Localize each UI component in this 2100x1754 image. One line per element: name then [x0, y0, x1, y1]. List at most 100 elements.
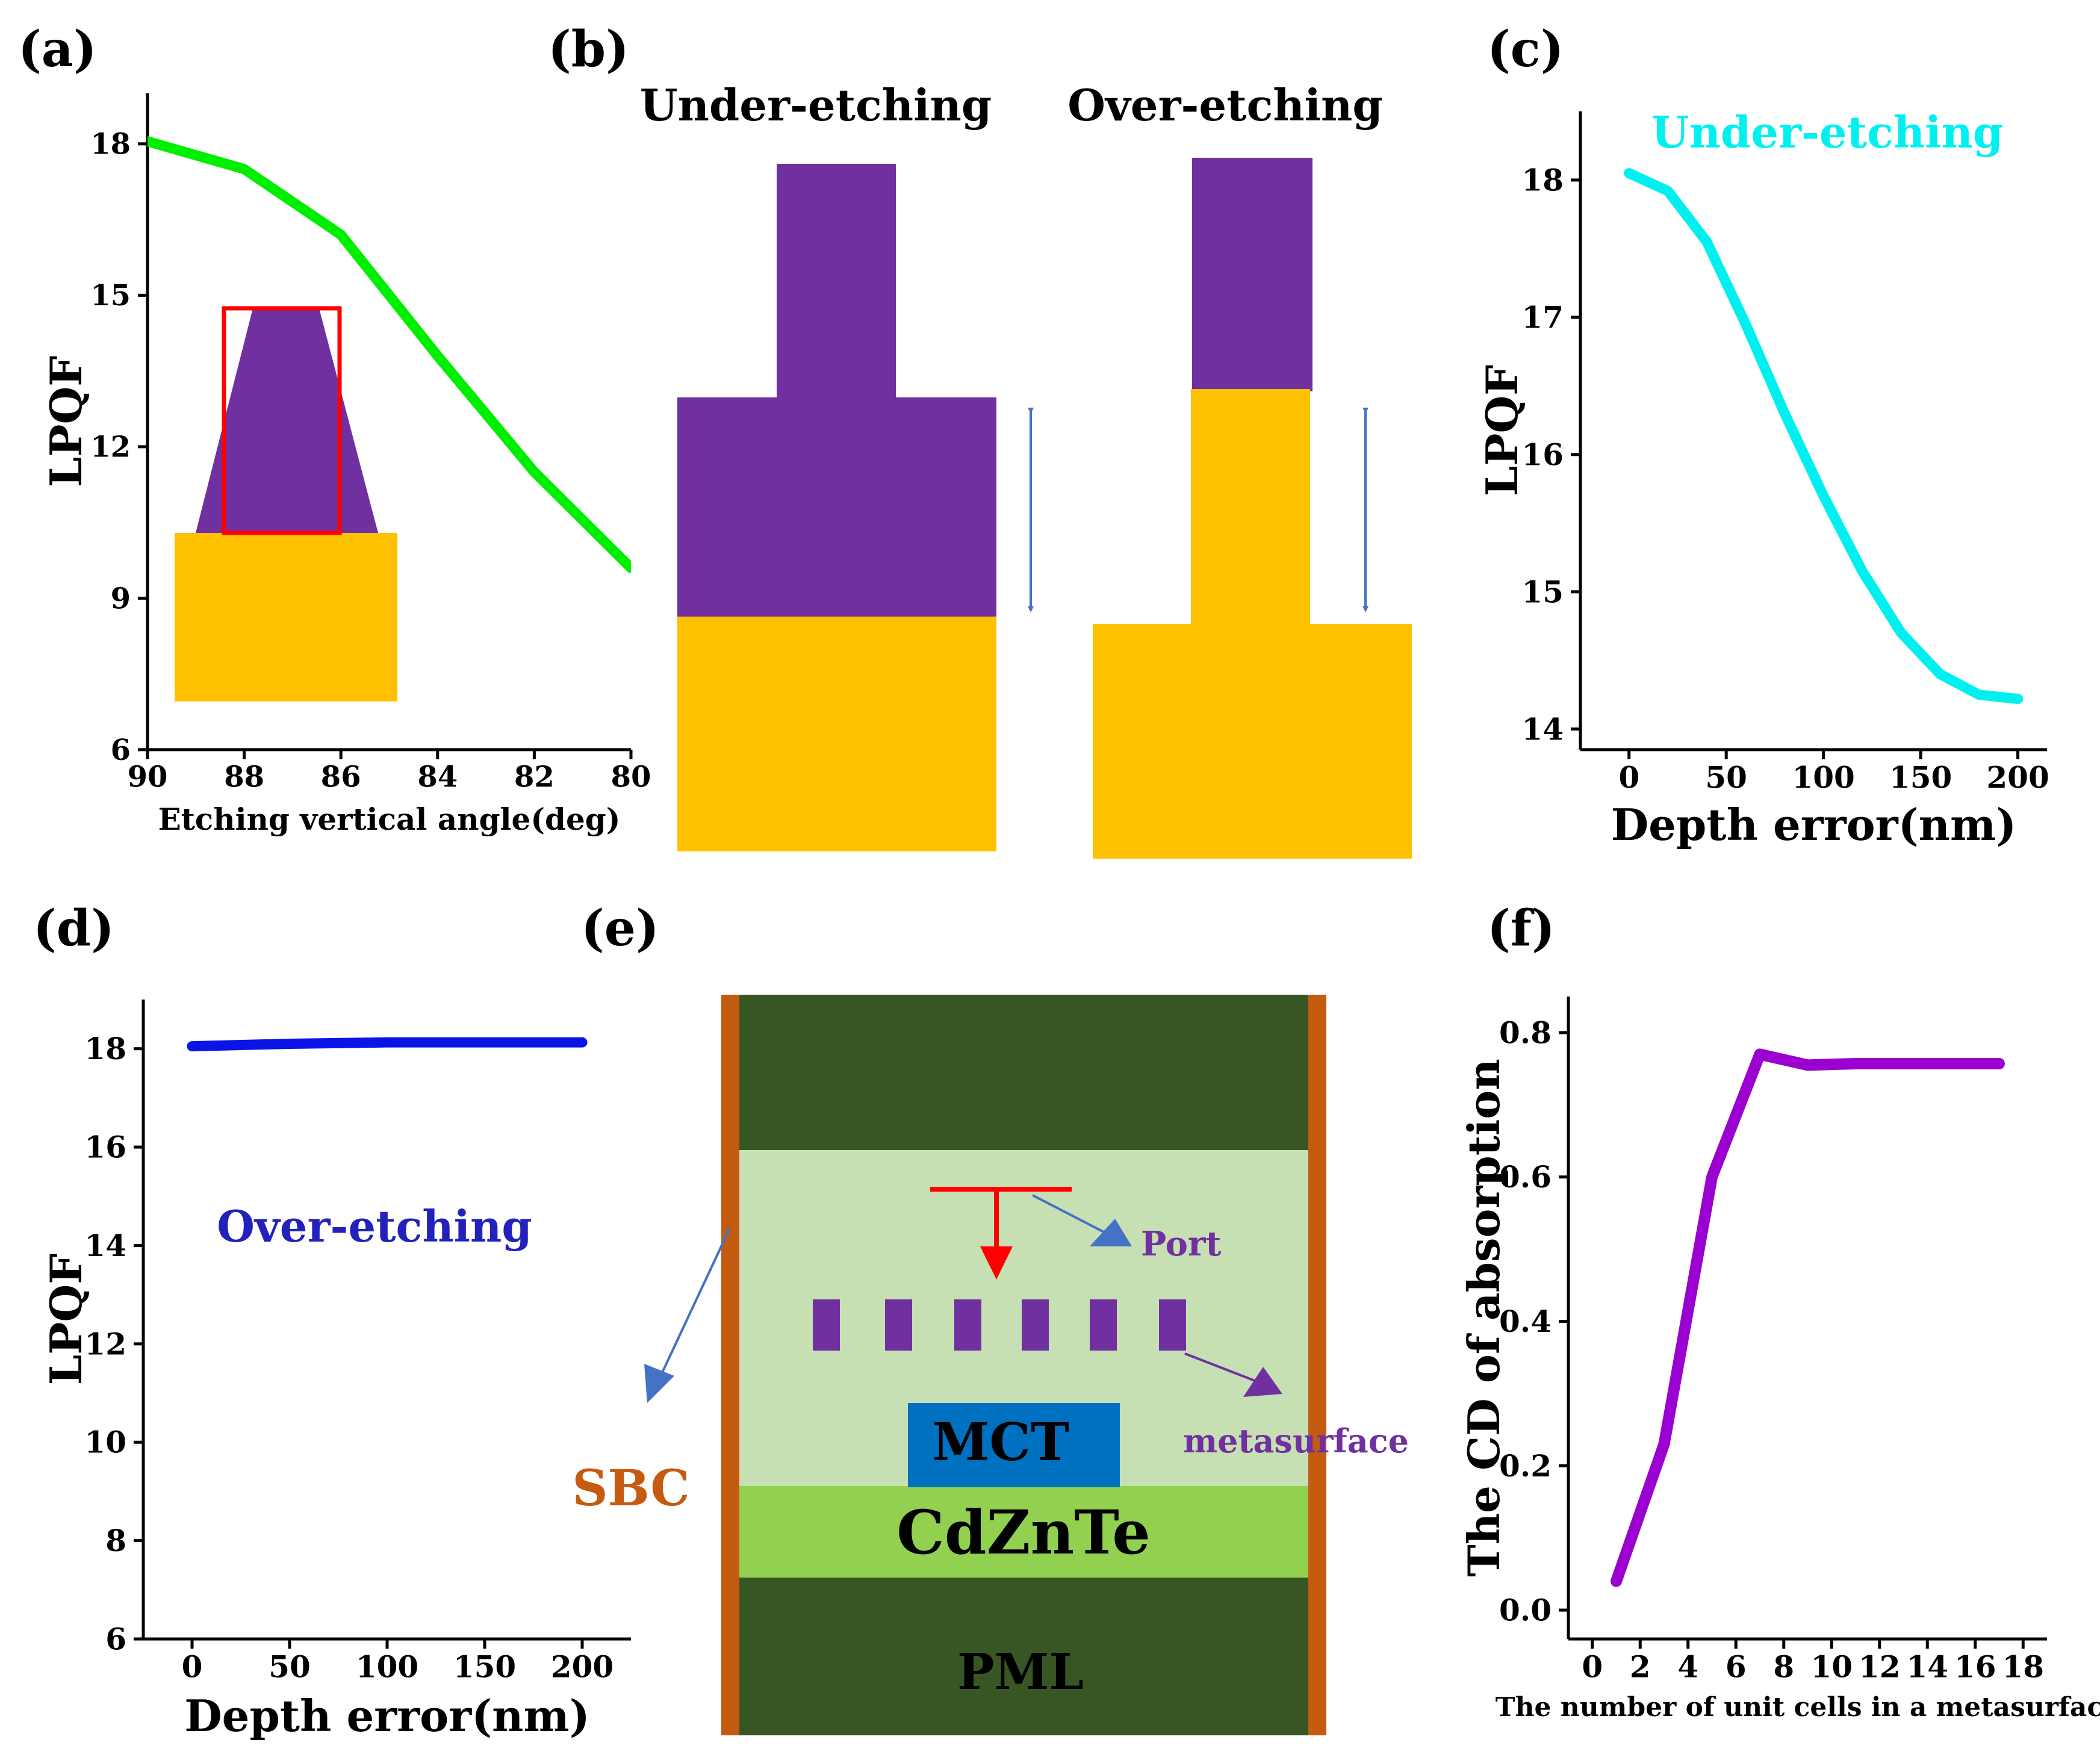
- x-tick-label: 18: [2002, 1649, 2044, 1685]
- meta-atom-5: [1090, 1299, 1117, 1351]
- meta-atom-6: [1159, 1299, 1186, 1351]
- over-gold-column: [1191, 389, 1310, 626]
- x-tick-label: 16: [1954, 1649, 1996, 1685]
- panel-label-c: (c): [1487, 20, 1564, 78]
- under-pillar: [777, 164, 896, 399]
- x-tick-label: 6: [1726, 1649, 1747, 1685]
- over-pillar: [1192, 158, 1312, 391]
- x-tick-label: 150: [1889, 760, 1952, 795]
- pml-label: PML: [957, 1643, 1084, 1701]
- y-tick-label: 0.6: [1499, 1159, 1552, 1195]
- under-etching-title: Under-etching: [640, 79, 992, 131]
- y-tick-label: 15: [1521, 574, 1564, 609]
- inset-red-frame: [222, 306, 342, 535]
- panel-label-e: (e): [581, 900, 659, 957]
- x-tick-label: 82: [514, 760, 555, 794]
- panel-label-d: (d): [33, 900, 114, 957]
- chart-panel-c: 14 15 16 17 18 0 50 100 150 200 Depth error(nm) LPQ…: [1476, 107, 2049, 850]
- y-tick-label: 8: [105, 1523, 126, 1558]
- port-arrowhead: [980, 1246, 1013, 1280]
- x-tick-label: 14: [1906, 1649, 1948, 1685]
- meta-atom-3: [954, 1299, 981, 1351]
- y-tick-label: 0.4: [1499, 1304, 1552, 1339]
- series-line: [1611, 1048, 2005, 1587]
- sbc-pointer-head: [644, 1364, 674, 1403]
- y-tick-label: 6: [105, 1622, 126, 1657]
- y-tick-label: 0.8: [1499, 1015, 1552, 1050]
- y-tick-label: 9: [111, 582, 131, 615]
- top-pml-layer: [739, 995, 1308, 1151]
- y-tick-label: 15: [90, 279, 131, 313]
- y-tick-label: 14: [1521, 711, 1564, 747]
- series-line: [187, 1037, 588, 1052]
- panel-label-b: (b): [548, 20, 629, 78]
- y-tick-label: 10: [84, 1425, 126, 1460]
- panel-label-a: (a): [18, 20, 97, 78]
- panel-b: Under-etching Over-etching: [640, 79, 1412, 859]
- cdznte-layer: [739, 1486, 1308, 1579]
- series-annotation: Over-etching: [217, 1201, 532, 1252]
- series-line: [148, 136, 631, 573]
- series-annotation: Under-etching: [1651, 107, 2003, 158]
- sbc-left: [721, 995, 739, 1735]
- chart-panel-f: 0.0 0.2 0.4 0.6 0.8 0 2 4 6 8 10 12 14 16 18 The number…: [1458, 997, 2100, 1723]
- y-tick-label: 12: [90, 431, 131, 464]
- x-tick-label: 86: [321, 760, 361, 794]
- inset-trapezoid: [196, 308, 378, 533]
- x-tick-label: 10: [1810, 1649, 1853, 1685]
- series-line: [1624, 168, 2024, 704]
- chart-panel-a: 6 9 12 15 18 90 88 86 84 82 80 Etching vertical ang…: [40, 93, 651, 837]
- x-tick-label: 200: [1986, 760, 2049, 795]
- x-tick-label: 50: [269, 1649, 311, 1685]
- x-tick-label: 50: [1705, 760, 1747, 795]
- port-pointer-head: [1090, 1219, 1132, 1246]
- x-tick-label: 100: [1792, 760, 1854, 795]
- x-tick-label: 80: [611, 760, 651, 794]
- y-tick-label: 0.2: [1499, 1448, 1552, 1484]
- x-tick-label: 8: [1773, 1649, 1794, 1685]
- metasurface-label: metasurface: [1183, 1422, 1409, 1460]
- meta-atom-4: [1022, 1299, 1049, 1351]
- y-axis-label: LPQF: [1476, 365, 1527, 497]
- inset-substrate: [175, 533, 397, 701]
- simulation-schematic: MCT CdZnTe PML Port metasurface SBC: [572, 995, 1409, 1735]
- under-substrate: [677, 617, 996, 851]
- x-tick-label: 12: [1859, 1649, 1901, 1685]
- y-tick-label: 17: [1521, 299, 1564, 335]
- y-tick-label: 16: [1521, 437, 1564, 472]
- x-tick-label: 100: [356, 1649, 418, 1685]
- over-etching-title: Over-etching: [1067, 79, 1382, 131]
- y-tick-label: 6: [111, 733, 131, 767]
- metasurface-pointer-head: [1243, 1367, 1282, 1397]
- x-axis-label: Depth error(nm): [1611, 799, 2017, 850]
- over-substrate: [1093, 624, 1412, 859]
- x-tick-label: 0: [182, 1649, 203, 1685]
- trapezoid-inset: [175, 306, 397, 701]
- x-tick-label: 90: [128, 760, 168, 794]
- y-axis-label: LPQF: [40, 356, 92, 488]
- under-block: [677, 397, 996, 619]
- x-tick-label: 0: [1618, 760, 1639, 795]
- meta-atom-2: [885, 1299, 912, 1351]
- bottom-pml-layer: [739, 1578, 1308, 1735]
- x-axis-label: The number of unit cells in a metasurfac…: [1496, 1692, 2100, 1723]
- x-tick-label: 200: [551, 1649, 614, 1685]
- y-tick-label: 0.0: [1499, 1593, 1552, 1628]
- x-axis-label: Etching vertical angle(deg): [158, 801, 621, 837]
- mct-block: [908, 1403, 1120, 1487]
- x-tick-label: 0: [1582, 1649, 1603, 1685]
- y-tick-label: 16: [84, 1130, 126, 1165]
- y-tick-label: 14: [84, 1228, 126, 1263]
- y-tick-label: 18: [1521, 162, 1564, 197]
- sbc-pointer: [654, 1228, 731, 1389]
- y-axis-label: The CD of absorption: [1458, 1059, 1509, 1576]
- x-axis-label: Depth error(nm): [184, 1690, 590, 1741]
- x-tick-label: 4: [1677, 1649, 1698, 1685]
- y-axis-label: LPQF: [40, 1254, 92, 1385]
- x-tick-label: 150: [453, 1649, 516, 1685]
- y-tick-label: 18: [84, 1031, 126, 1066]
- mct-label: MCT: [932, 1412, 1069, 1473]
- y-tick-label: 12: [84, 1326, 126, 1361]
- sbc-right: [1308, 995, 1326, 1735]
